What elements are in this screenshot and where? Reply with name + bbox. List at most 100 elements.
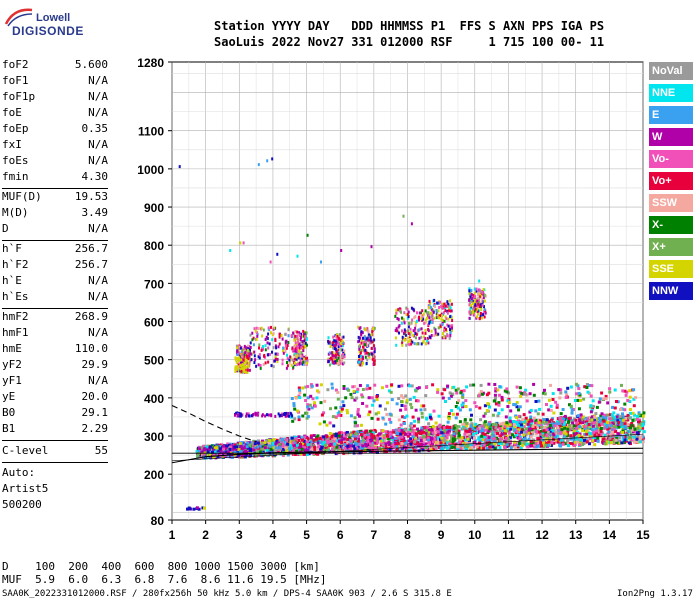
echo-pixel <box>296 334 298 338</box>
echo-pixel <box>238 442 242 446</box>
echo-pixel <box>636 426 640 430</box>
echo-pixel <box>306 359 309 363</box>
echo-pixel <box>462 389 466 393</box>
echo-pixel <box>401 341 404 345</box>
echo-pixel <box>360 341 363 345</box>
echo-pixel <box>523 437 527 441</box>
echo-pixel <box>491 445 495 449</box>
echo-pixel <box>554 438 558 442</box>
echo-pixel <box>499 425 503 428</box>
echo-pixel <box>503 425 507 429</box>
echo-pixel <box>244 360 247 364</box>
echo-pixel <box>301 353 304 357</box>
echo-pixel <box>485 425 489 429</box>
echo-pixel <box>297 448 301 452</box>
echo-pixel <box>552 441 556 445</box>
echo-pixel <box>437 414 441 418</box>
echo-pixel <box>404 439 408 443</box>
echo-pixel <box>353 416 357 420</box>
echo-pixel <box>276 450 280 454</box>
param-name: foE <box>2 106 22 119</box>
echo-pixel <box>439 447 443 451</box>
echo-pixel <box>417 386 421 390</box>
echo-pixel <box>593 439 597 442</box>
echo-pixel <box>620 383 623 387</box>
echo-pixel <box>408 424 412 428</box>
echo-pixel <box>330 341 333 345</box>
param-fof2: foF2 5.600 <box>2 58 108 74</box>
echo-pixel <box>298 388 302 392</box>
echo-pixel <box>584 436 588 440</box>
echo-pixel <box>455 412 459 416</box>
echo-pixel <box>256 334 259 338</box>
echo-pixel <box>474 427 478 431</box>
echo-pixel <box>206 450 210 454</box>
echo-pixel <box>429 417 433 421</box>
echo-pixel <box>376 440 380 444</box>
echo-pixel <box>485 409 489 413</box>
echo-pixel <box>589 410 593 414</box>
echo-pixel <box>487 382 491 386</box>
echo-pixel <box>331 415 335 419</box>
echo-pixel <box>229 445 233 449</box>
echo-pixel <box>542 418 546 421</box>
echo-pixel <box>590 418 594 422</box>
param-value: 55 <box>94 444 108 457</box>
echo-pixel <box>302 439 306 443</box>
echo-pixel <box>333 347 336 351</box>
echo-pixel <box>366 433 370 437</box>
echo-pixel <box>222 447 226 451</box>
echo-pixel <box>621 426 625 430</box>
echo-pixel <box>300 449 304 453</box>
echo-pixel <box>508 435 512 439</box>
echo-pixel <box>572 417 576 421</box>
echo-pixel <box>588 424 592 428</box>
echo-pixel <box>389 390 393 394</box>
echo-pixel <box>426 426 430 429</box>
echo-pixel <box>296 346 299 350</box>
echo-pixel <box>296 409 300 413</box>
echo-pixel <box>613 388 617 392</box>
echo-pixel <box>294 352 297 356</box>
echo-pixel <box>424 446 428 450</box>
echo-pixel <box>424 394 428 398</box>
echo-pixel <box>364 328 367 332</box>
echo-pixel <box>569 404 573 408</box>
echo-pixel <box>515 430 519 433</box>
echo-pixel <box>203 450 207 454</box>
echo-pixel <box>414 436 417 440</box>
echo-pixel <box>400 400 403 404</box>
echo-pixel <box>373 383 377 387</box>
echo-pixel <box>361 395 365 399</box>
echo-pixel <box>355 442 359 446</box>
echo-pixel <box>581 415 585 419</box>
echo-pixel <box>503 446 507 449</box>
echo-pixel <box>264 361 267 365</box>
echo-pixel <box>578 440 582 444</box>
echo-pixel <box>414 389 418 393</box>
echo-pixel <box>406 434 410 438</box>
echo-pixel <box>584 420 588 424</box>
echo-pixel <box>371 340 374 344</box>
echo-pixel <box>297 415 301 419</box>
echo-pixel <box>493 439 497 443</box>
echo-pixel <box>327 336 330 340</box>
echo-pixel <box>461 401 465 405</box>
echo-pixel <box>364 355 367 359</box>
echo-pixel <box>597 400 601 404</box>
echo-pixel <box>377 411 381 415</box>
echo-pixel <box>518 430 522 434</box>
echo-pixel <box>403 416 407 419</box>
echo-pixel <box>339 356 342 360</box>
echo-pixel <box>513 424 517 428</box>
echo-pixel <box>372 354 375 358</box>
echo-pixel <box>370 333 373 337</box>
echo-pixel <box>480 427 484 431</box>
echo-pixel <box>403 321 406 325</box>
echo-pixel <box>621 415 625 419</box>
echo-pixel <box>334 388 338 392</box>
echo-pixel <box>613 406 617 410</box>
echo-pixel <box>236 350 239 353</box>
echo-pixel <box>569 426 573 430</box>
